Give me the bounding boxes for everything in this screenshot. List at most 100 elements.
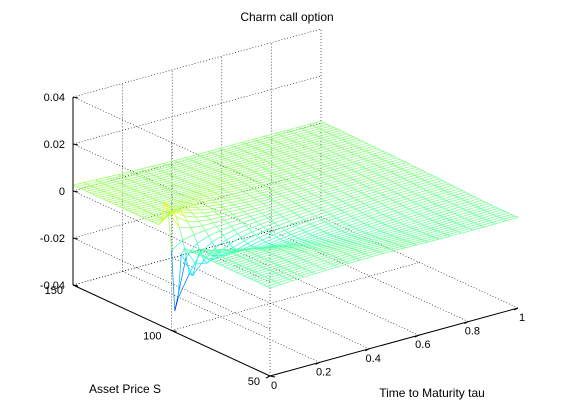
surface-segment: [299, 242, 311, 246]
surface-segment: [98, 178, 111, 182]
surface-segment: [256, 263, 260, 266]
surface-segment: [421, 196, 426, 200]
surface-segment: [315, 211, 327, 217]
surface-segment: [215, 182, 228, 186]
surface-segment: [365, 229, 378, 234]
surface-segment: [207, 171, 219, 175]
surface-segment: [253, 279, 258, 283]
surface-segment: [400, 194, 405, 198]
surface-segment: [393, 173, 398, 176]
surface-segment: [243, 271, 256, 277]
surface-segment: [435, 234, 448, 239]
surface-segment: [277, 180, 289, 185]
surface-segment: [279, 150, 284, 154]
surface-segment: [215, 250, 228, 255]
surface-segment: [354, 153, 358, 157]
surface-segment: [247, 251, 252, 254]
surface-segment: [250, 274, 262, 280]
surface-segment: [316, 202, 329, 207]
surface-segment: [436, 210, 449, 215]
surface-segment: [276, 146, 288, 150]
surface-segment: [367, 177, 372, 181]
surface-segment: [275, 272, 280, 275]
surface-segment: [281, 174, 294, 178]
surface-segment: [195, 262, 208, 265]
surface-segment: [246, 173, 258, 177]
surface-segment: [261, 212, 266, 216]
surface-segment: [198, 221, 203, 226]
surface-segment: [275, 269, 288, 274]
surface-segment: [252, 231, 256, 236]
surface-segment: [283, 206, 288, 210]
surface-segment: [293, 129, 306, 134]
surface-segment: [260, 257, 265, 260]
surface-segment: [323, 164, 328, 167]
surface-segment: [203, 212, 207, 217]
surface-segment: [356, 258, 361, 261]
surface-segment: [255, 147, 259, 150]
surface-segment: [334, 161, 339, 164]
surface-segment: [330, 230, 342, 235]
surface-segment: [255, 229, 267, 236]
surface-segment: [231, 174, 244, 178]
surface-segment: [359, 226, 371, 231]
surface-segment: [450, 193, 455, 196]
surface-segment: [360, 221, 365, 224]
surface-segment: [412, 210, 416, 213]
surface-segment: [365, 210, 377, 215]
surface-segment: [391, 160, 404, 165]
surface-segment: [152, 179, 164, 183]
x-tick-label: 0.4: [366, 353, 381, 365]
surface-segment: [308, 233, 313, 236]
surface-segment: [428, 196, 440, 201]
surface-segment: [455, 205, 460, 208]
surface-segment: [385, 174, 398, 179]
surface-segment: [369, 206, 374, 210]
surface-segment: [381, 155, 394, 160]
surface-segment: [309, 198, 322, 203]
surface-segment: [398, 166, 402, 170]
surface-segment: [211, 206, 223, 210]
surface-segment: [454, 191, 466, 196]
surface-segment: [352, 141, 364, 146]
surface-segment: [396, 174, 401, 178]
surface-segment: [342, 153, 355, 158]
surface-segment: [230, 222, 243, 227]
surface-segment: [346, 172, 359, 177]
surface-segment: [298, 227, 303, 231]
surface-segment: [348, 201, 361, 206]
surface-segment: [186, 199, 199, 204]
surface-segment: [342, 139, 346, 142]
surface-segment: [400, 173, 412, 178]
surface-segment: [347, 210, 360, 215]
y-axis-label: Asset Price S: [89, 382, 161, 396]
surface-segment: [221, 214, 233, 218]
surface-segment: [353, 253, 366, 258]
surface-segment: [247, 149, 259, 153]
surface-segment: [305, 160, 318, 165]
surface-segment: [359, 241, 372, 246]
surface-segment: [341, 230, 345, 233]
surface-segment: [295, 155, 308, 160]
surface-segment: [268, 153, 272, 156]
surface-segment: [406, 221, 418, 227]
surface-segment: [216, 199, 228, 203]
surface-segment: [488, 203, 492, 206]
surface-segment: [424, 198, 429, 201]
surface-segment: [227, 156, 240, 161]
x-tick-label: 0.2: [316, 366, 331, 378]
surface-segment: [102, 195, 114, 200]
surface-segment: [354, 214, 366, 219]
surface-segment: [82, 189, 87, 192]
surface-segment: [239, 252, 252, 257]
surface-segment: [304, 251, 309, 254]
surface-segment: [438, 219, 451, 224]
surface-segment: [196, 151, 209, 155]
surface-segment: [292, 276, 304, 282]
surface-segment: [420, 223, 425, 226]
surface-segment: [327, 137, 340, 142]
surface-segment: [284, 203, 296, 208]
surface-segment: [421, 193, 434, 198]
surface-segment: [335, 194, 348, 199]
surface-segment: [322, 172, 326, 175]
